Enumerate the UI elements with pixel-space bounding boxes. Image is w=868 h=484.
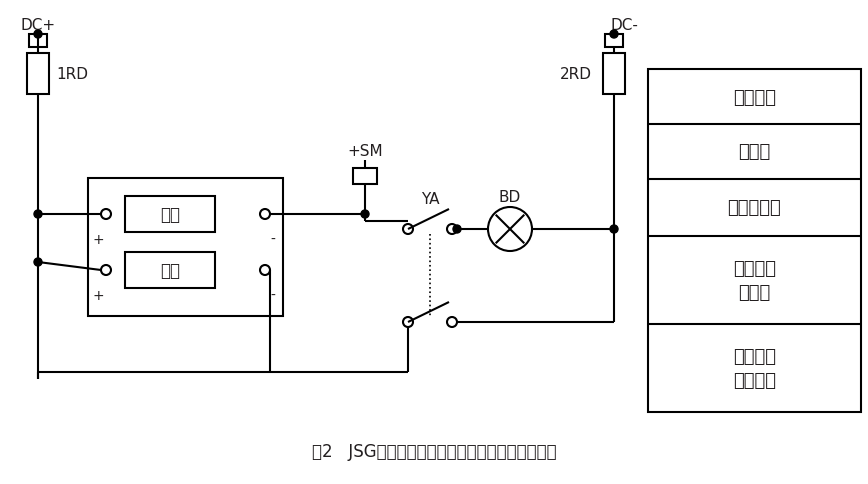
Bar <box>648 70 861 412</box>
Circle shape <box>361 211 369 219</box>
Circle shape <box>34 211 42 219</box>
Text: BD: BD <box>499 190 521 205</box>
Text: YA: YA <box>421 192 439 207</box>
Bar <box>605 35 623 48</box>
Text: 启动: 启动 <box>160 206 180 224</box>
Circle shape <box>260 210 270 220</box>
Text: 闪光小母线: 闪光小母线 <box>727 199 781 217</box>
Bar <box>125 253 215 288</box>
Text: +: + <box>92 288 104 302</box>
Bar <box>353 168 377 184</box>
Bar <box>29 35 47 48</box>
Circle shape <box>34 31 42 39</box>
Text: -: - <box>271 232 275 246</box>
Text: 静态闪光: 静态闪光 <box>733 259 776 277</box>
Circle shape <box>34 258 42 267</box>
Text: DC-: DC- <box>611 17 639 32</box>
Circle shape <box>453 226 461 233</box>
Text: 断电器: 断电器 <box>739 284 771 302</box>
Text: 及信号灯: 及信号灯 <box>733 372 776 390</box>
Circle shape <box>447 318 457 327</box>
Text: +: + <box>92 232 104 246</box>
Text: 电源: 电源 <box>160 261 180 279</box>
Text: -: - <box>271 288 275 302</box>
Text: 直流母线: 直流母线 <box>733 88 776 106</box>
Circle shape <box>403 225 413 235</box>
Text: 1RD: 1RD <box>56 67 88 82</box>
Circle shape <box>447 225 457 235</box>
Text: DC+: DC+ <box>20 17 56 32</box>
Bar <box>603 54 625 95</box>
Bar <box>88 179 283 317</box>
Text: +SM: +SM <box>347 143 383 158</box>
Text: 燔断器: 燔断器 <box>739 143 771 161</box>
Circle shape <box>488 208 532 252</box>
Circle shape <box>403 318 413 327</box>
Text: 试验按鈕: 试验按鈕 <box>733 347 776 365</box>
Circle shape <box>101 210 111 220</box>
Text: 2RD: 2RD <box>560 67 592 82</box>
Bar <box>125 197 215 232</box>
Circle shape <box>101 265 111 275</box>
Circle shape <box>610 226 618 233</box>
Circle shape <box>610 31 618 39</box>
Circle shape <box>260 265 270 275</box>
Bar <box>27 54 49 95</box>
Text: 图2   JSG系列静态闪光继电器应用外部接线参考图: 图2 JSG系列静态闪光继电器应用外部接线参考图 <box>312 442 556 460</box>
